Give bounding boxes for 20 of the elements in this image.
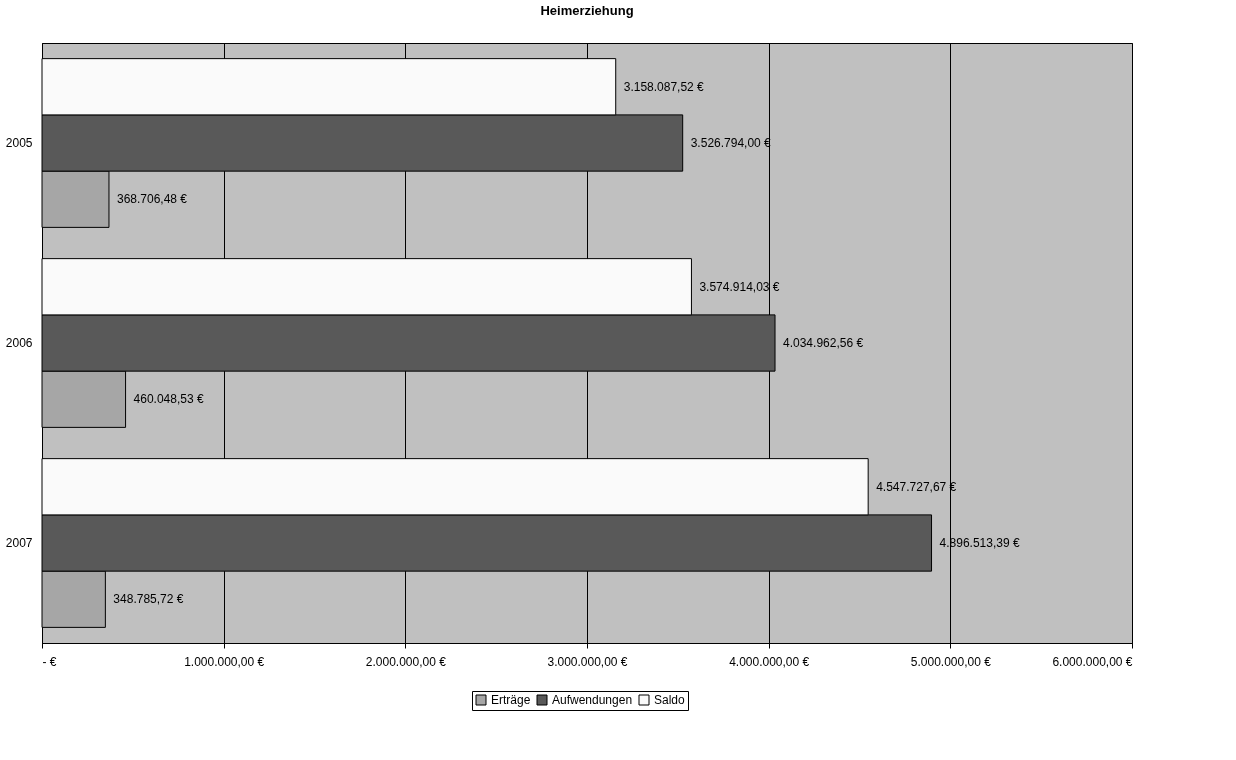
x-tick-label: 1.000.000,00 €: [184, 654, 265, 669]
legend-label: Erträge: [491, 693, 531, 707]
x-tick-label: 2.000.000,00 €: [365, 654, 447, 669]
x-tick-label: 3.000.000,00 €: [547, 654, 628, 669]
data-label: 368.706,48 €: [116, 192, 188, 207]
x-tick-label: - €: [42, 654, 57, 669]
y-tick-label: 2006: [5, 336, 33, 350]
data-label: 460.048,53 €: [133, 392, 204, 407]
y-tick-label: 2005: [5, 136, 33, 150]
data-label: 3.158.087,52 €: [623, 79, 705, 94]
x-tick-label: 5.000.000,00 €: [910, 654, 992, 669]
data-label: 3.574.914,03 €: [699, 279, 780, 294]
data-label: 348.785,72 €: [113, 592, 184, 607]
x-tick-label: 4.000.000,00 €: [729, 654, 810, 669]
chart-title: Heimerziehung: [540, 3, 634, 18]
data-label: 4.034.962,56 €: [783, 336, 864, 350]
legend-label: Saldo: [654, 693, 686, 707]
legend-label: Aufwendungen: [552, 693, 633, 707]
x-tick-label: 6.000.000,00 €: [1052, 654, 1133, 669]
y-tick-label: 2007: [5, 536, 33, 550]
